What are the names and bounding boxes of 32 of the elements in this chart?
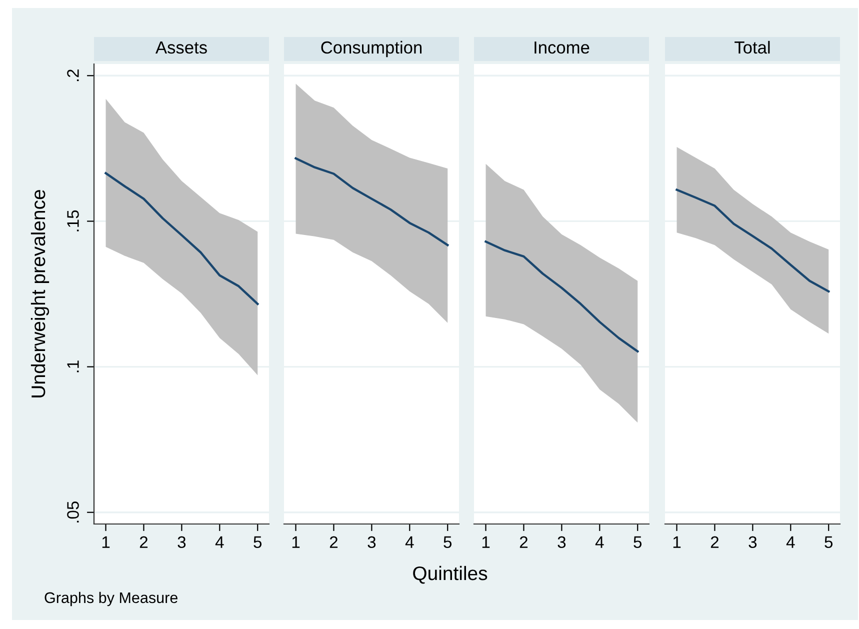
x-axis-title: Quintiles [413, 566, 488, 584]
x-tick-label: 3 [748, 536, 757, 548]
x-tick-label: 1 [292, 536, 300, 548]
x-tick-label: 3 [558, 536, 566, 548]
x-tick-label: 2 [520, 536, 528, 548]
y-tick-label: .1 [67, 360, 79, 372]
y-axis-title: Underweight prevalence [30, 190, 50, 398]
y-tick-label: .2 [67, 70, 79, 82]
x-tick-label: 2 [330, 536, 338, 548]
y-tick-label: .05 [67, 501, 79, 522]
x-tick-label: 5 [634, 536, 642, 548]
text: Graphs by Measure [44, 592, 178, 606]
x-tick-label: 5 [824, 536, 833, 548]
chart-title: Income [534, 42, 590, 54]
y-tick-label: .15 [67, 210, 79, 232]
chart-title: Consumption [321, 40, 422, 58]
x-tick-label: 5 [254, 536, 262, 548]
x-tick-label: 1 [673, 536, 681, 548]
x-tick-label: 2 [140, 536, 148, 548]
x-tick-label: 4 [595, 536, 604, 548]
x-tick-label: 4 [405, 536, 414, 548]
x-tick-label: 1 [102, 536, 110, 548]
x-tick-label: 4 [786, 536, 795, 548]
x-tick-label: 5 [444, 536, 452, 548]
x-tick-label: 2 [710, 536, 719, 548]
x-tick-label: 3 [178, 536, 186, 548]
line-series [104, 172, 259, 306]
x-tick-label: 4 [215, 536, 224, 548]
x-tick-label: 3 [368, 536, 376, 548]
chart-title: Assets [155, 42, 207, 54]
x-tick-label: 1 [482, 536, 490, 548]
chart-title: Total [734, 40, 770, 54]
